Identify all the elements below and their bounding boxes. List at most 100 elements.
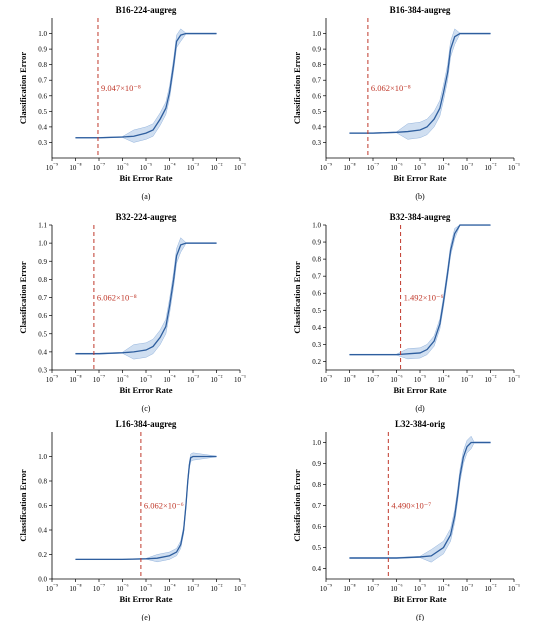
x-tick-label: 10⁻³ [461,584,473,593]
chart-panel-b: B16-384-augreg 0.3 0.4 0.5 0.6 0.7 0.8 0.9 1.0 10… [292,5,520,201]
y-tick-label: 1.0 [312,439,321,447]
series-line [75,455,217,561]
y-tick-label: 0.5 [38,330,47,338]
y-tick-label: 0.4 [38,123,47,131]
x-tick-label: 10⁻⁹ [46,163,58,172]
x-tick-label: 10⁻⁴ [163,375,175,384]
y-tick-label: 0.6 [312,523,321,531]
x-tick-label: 10⁻⁷ [93,163,105,172]
x-tick-label: 10⁻⁴ [163,584,175,593]
panel-caption: (d) [415,404,425,413]
x-tick-label: 10⁻² [485,375,497,384]
x-tick-label: 10⁻¹ [234,375,246,384]
y-tick-label: 0.7 [38,294,47,302]
x-tick-label: 10⁻⁵ [140,163,152,172]
panel-caption: (b) [415,192,425,201]
x-axis-label: Bit Error Rate [393,594,446,604]
series-line [75,242,217,355]
x-tick-label: 10⁻⁸ [69,584,81,593]
x-tick-label: 10⁻² [485,584,497,593]
x-tick-label: 10⁻⁵ [414,584,426,593]
y-tick-label: 0.5 [312,544,321,552]
x-tick-label: 10⁻¹ [508,375,520,384]
x-axis-label: Bit Error Rate [119,385,172,395]
x-tick-label: 10⁻⁴ [163,163,175,172]
y-tick-label: 0.2 [38,551,47,559]
y-tick-label: 0.7 [38,77,47,85]
y-tick-label: 0.9 [312,460,321,468]
x-tick-label: 10⁻⁴ [437,163,449,172]
x-tick-label: 10⁻⁵ [140,584,152,593]
x-axis-label: Bit Error Rate [393,173,446,183]
y-tick-label: 1.0 [38,240,47,248]
y-axis-label: Classification Error [18,52,28,125]
y-tick-label: 1.1 [38,222,47,230]
y-axis-label: Classification Error [292,261,302,334]
threshold-label: 6.062×10⁻⁸ [97,292,137,302]
threshold-label: 4.490×10⁻⁷ [391,500,431,510]
y-tick-label: 0.8 [38,61,47,69]
x-axis-label: Bit Error Rate [119,173,172,183]
y-tick-label: 0.4 [312,324,321,332]
y-axis-label: Classification Error [18,469,28,542]
x-tick-label: 10⁻¹ [234,163,246,172]
chart-title: B16-384-augreg [390,5,451,15]
x-tick-label: 10⁻¹ [508,584,520,593]
threshold-label: 6.062×10⁻⁶ [144,500,184,510]
y-tick-label: 0.8 [38,478,47,486]
y-tick-label: 0.3 [312,341,321,349]
x-tick-label: 10⁻³ [187,375,199,384]
x-tick-label: 10⁻⁶ [116,584,128,593]
y-tick-label: 0.9 [312,239,321,247]
x-tick-label: 10⁻⁸ [343,584,355,593]
series-line [75,32,217,139]
x-tick-label: 10⁻⁶ [390,163,402,172]
chart-panel-c: B32-224-augreg 0.3 0.4 0.5 0.6 0.7 0.8 0.9 1.0 1.… [18,212,246,413]
y-tick-label: 0.9 [312,46,321,54]
chart-title: B32-224-augreg [116,212,177,222]
x-tick-label: 10⁻² [211,584,223,593]
x-tick-label: 10⁻² [211,163,223,172]
x-tick-label: 10⁻⁸ [69,163,81,172]
y-tick-label: 0.7 [312,77,321,85]
chart-panel-d: B32-384-augreg 0.2 0.3 0.4 0.5 0.6 0.7 0.8 0.9 1.… [292,212,520,413]
y-tick-label: 0.7 [312,502,321,510]
x-tick-label: 10⁻³ [461,163,473,172]
threshold-label: 1.492×10⁻⁶ [404,292,444,302]
x-tick-label: 10⁻⁶ [390,584,402,593]
y-tick-label: 0.8 [312,481,321,489]
x-tick-label: 10⁻⁹ [46,375,58,384]
y-axis-label: Classification Error [292,52,302,125]
threshold-label: 6.062×10⁻⁸ [371,83,411,93]
x-tick-label: 10⁻¹ [508,163,520,172]
y-tick-label: 0.3 [38,139,47,147]
x-tick-label: 10⁻⁶ [390,375,402,384]
y-tick-label: 0.6 [312,290,321,298]
y-tick-label: 0.9 [38,258,47,266]
chart-panel-e: L16-384-augreg 0.0 0.2 0.4 0.6 0.8 1.0 10⁻⁹ 10⁻⁸… [18,419,246,621]
y-axis-label: Classification Error [292,469,302,542]
x-tick-label: 10⁻⁵ [414,163,426,172]
y-tick-label: 0.4 [312,123,321,131]
y-tick-label: 1.0 [38,30,47,38]
chart-panel-a: B16-224-augreg 0.3 0.4 0.5 0.6 0.7 0.8 0.9 1.0 10… [18,5,246,201]
y-tick-label: 0.5 [312,108,321,116]
x-tick-label: 10⁻⁹ [320,163,332,172]
x-tick-label: 10⁻⁸ [69,375,81,384]
x-tick-label: 10⁻⁵ [414,375,426,384]
x-tick-label: 10⁻⁹ [320,375,332,384]
x-axis-label: Bit Error Rate [393,385,446,395]
x-tick-label: 10⁻⁷ [367,163,379,172]
panel-caption: (c) [142,404,151,413]
y-tick-label: 0.4 [38,527,47,535]
x-tick-label: 10⁻² [211,375,223,384]
x-axis-label: Bit Error Rate [119,594,172,604]
x-tick-label: 10⁻³ [461,375,473,384]
y-axis-label: Classification Error [18,261,28,334]
series-line [349,224,491,356]
x-tick-label: 10⁻⁸ [343,163,355,172]
y-tick-label: 0.3 [38,367,47,375]
series-line [349,441,491,559]
y-tick-label: 0.6 [38,92,47,100]
